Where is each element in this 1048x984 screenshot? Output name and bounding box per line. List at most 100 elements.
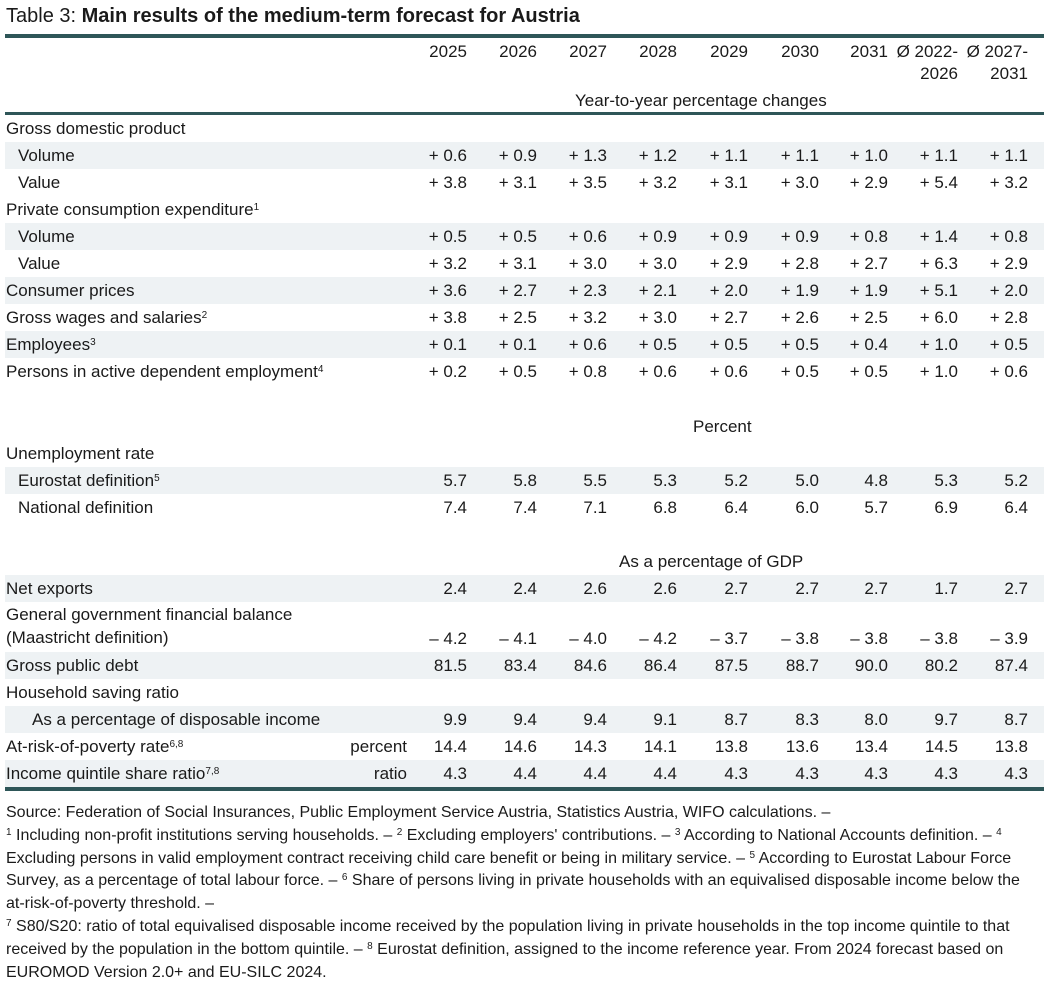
table-cell: + 2.0	[709, 281, 748, 300]
table-cell: + 0.5	[498, 362, 537, 381]
row-unit: percent	[350, 737, 407, 756]
footnote-8: Eurostat definition, assigned to the inc…	[6, 940, 1004, 981]
table-cell: 84.6	[573, 656, 607, 675]
table-cell: 9.4	[513, 710, 537, 729]
table-cell: 81.5	[433, 656, 467, 675]
footnote-marker: 8	[367, 940, 373, 952]
table-cell: + 3.1	[498, 173, 537, 192]
table-cell: + 2.7	[709, 308, 748, 327]
footnote-7: S80/S20: ratio of total equivalised disp…	[6, 917, 1010, 958]
table-row: As a percentage of disposable income 9.9 9…	[5, 706, 1044, 733]
footnote-source: Source: Federation of Social Insurances,…	[6, 804, 831, 821]
table-cell: 2.4	[513, 579, 537, 598]
table-cell: 5.7	[864, 498, 888, 517]
table-cell: + 1.1	[709, 146, 748, 165]
table-cell: + 1.0	[849, 146, 888, 165]
footnote-2: Excluding employers' contributions. –	[406, 826, 671, 844]
table-row: Consumer prices + 3.6 + 2.7 + 2.3 + 2.1 + 2.0…	[5, 277, 1044, 304]
table-cell: 9.1	[653, 710, 677, 729]
table-cell: + 0.1	[498, 335, 537, 354]
table-cell: – 4.2	[639, 629, 677, 648]
table-cell: – 4.1	[499, 629, 537, 648]
footnote-ref: 6,8	[169, 739, 184, 750]
row-label-text: Net exports	[6, 579, 93, 598]
row-label-line2: (Maastricht definition)	[6, 628, 169, 647]
row-label: Volume	[18, 142, 75, 169]
table-cell: + 3.2	[989, 173, 1028, 192]
table-cell: 80.2	[924, 656, 958, 675]
table-cell: + 0.6	[709, 362, 748, 381]
table-cell: 2.7	[795, 579, 819, 598]
table-row: At-risk-of-poverty rate6,8 percent 14.4 14.…	[5, 733, 1044, 760]
table-title-main: Main results of the medium-term forecast…	[81, 5, 580, 27]
footnote-6: Share of per­sons living in private hous…	[6, 872, 1020, 913]
table-cell: + 3.2	[428, 254, 467, 273]
table-title-prefix: Table 3:	[6, 5, 82, 27]
section-header-percent: Percent	[693, 417, 752, 436]
table-cell: + 0.9	[780, 227, 819, 246]
table-cell: + 2.0	[989, 281, 1028, 300]
footnote-5: According to Eurostat Labour Force Surve…	[6, 849, 1012, 890]
column-header: 2027	[569, 42, 607, 61]
row-label: Consumer prices	[6, 277, 135, 304]
table-cell: 6.4	[1004, 498, 1028, 517]
table-row: Private consumption expenditure1	[5, 196, 1044, 223]
table-cell: + 0.4	[849, 335, 888, 354]
table-cell: + 6.3	[919, 254, 958, 273]
table-cell: 9.7	[934, 710, 958, 729]
table-cell: 5.0	[795, 471, 819, 490]
row-label-text: Value	[18, 254, 61, 273]
row-label-text: Eurostat definition	[18, 471, 155, 490]
table-cell: 4.4	[513, 764, 537, 783]
table-cell: 5.5	[583, 471, 607, 490]
table-cell: + 0.6	[638, 362, 677, 381]
row-label: Income quintile share ratio7,8	[6, 760, 219, 787]
footnotes: Source: Federation of Social Insurances,…	[6, 802, 1042, 984]
table-cell: 88.7	[785, 656, 819, 675]
table-cell: 4.4	[583, 764, 607, 783]
header-rule	[5, 112, 1044, 115]
table-row: Value + 3.8 + 3.1 + 3.5 + 3.2 + 3.1 + 3.0 + 2.9…	[5, 169, 1044, 196]
table-row: Persons in active dependent employment4 +…	[5, 358, 1044, 385]
table-cell: 5.8	[513, 471, 537, 490]
table-cell: 2.7	[724, 579, 748, 598]
row-label-text: Gross public debt	[6, 656, 139, 675]
table-cell: 7.4	[443, 498, 467, 517]
table-cell: 4.3	[443, 764, 467, 783]
row-label: General government financial balance (Maa…	[6, 603, 292, 649]
table-cell: + 3.2	[638, 173, 677, 192]
bottom-rule	[5, 787, 1044, 791]
table-cell: 2.7	[864, 579, 888, 598]
table-cell: + 0.5	[780, 362, 819, 381]
table-row: General government financial balance (Maa…	[5, 602, 1044, 652]
row-label: At-risk-of-poverty rate6,8	[6, 733, 183, 760]
table-cell: 13.6	[785, 737, 819, 756]
row-label-text: General government financial balance	[6, 605, 293, 624]
table-cell: + 2.5	[498, 308, 537, 327]
table-cell: + 0.5	[709, 335, 748, 354]
table-cell: + 0.1	[428, 335, 467, 354]
table-cell: + 3.6	[428, 281, 467, 300]
table-cell: 14.1	[643, 737, 677, 756]
table-cell: + 0.5	[849, 362, 888, 381]
footnote-marker: 5	[749, 849, 756, 861]
table-title: Table 3: Main results of the medium-term…	[6, 4, 580, 28]
table-cell: 13.8	[994, 737, 1028, 756]
table-cell: 4.3	[864, 764, 888, 783]
footnote-marker: 2	[396, 826, 403, 838]
top-rule	[5, 34, 1044, 38]
table-row: Gross public debt 81.5 83.4 84.6 86.4 87.5 88.…	[5, 652, 1044, 679]
table-cell: + 0.6	[989, 362, 1028, 381]
table-cell: + 2.1	[638, 281, 677, 300]
row-label-text: Volume	[18, 146, 75, 165]
row-label: Volume	[18, 223, 75, 250]
table-cell: + 0.5	[498, 227, 537, 246]
footnote-4: Excluding persons in valid employment co…	[6, 849, 746, 867]
table-cell: – 3.8	[781, 629, 819, 648]
table-row: National definition 7.4 7.4 7.1 6.8 6.4 6.0 5.7…	[5, 494, 1044, 521]
table-cell: + 0.6	[568, 227, 607, 246]
row-label: National definition	[18, 494, 153, 521]
table-cell: + 0.9	[709, 227, 748, 246]
table-cell: + 2.6	[780, 308, 819, 327]
table-cell: 6.4	[724, 498, 748, 517]
